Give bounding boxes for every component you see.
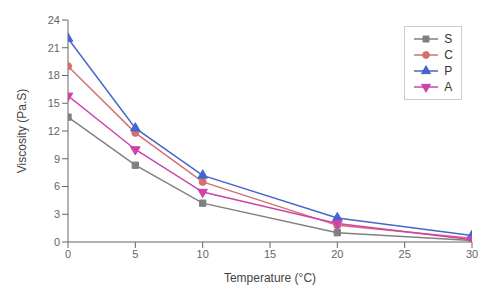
svg-text:15: 15 <box>48 97 60 109</box>
svg-text:18: 18 <box>48 69 60 81</box>
html-text:A: A <box>444 80 453 94</box>
html-text:S: S <box>444 32 453 46</box>
svg-text:12: 12 <box>48 125 60 137</box>
html-text:P: P <box>444 64 453 78</box>
svg-text:20: 20 <box>331 248 343 260</box>
svg-text:9: 9 <box>54 153 60 165</box>
svg-text:21: 21 <box>48 42 60 54</box>
svg-text:5: 5 <box>132 248 138 260</box>
svg-text:Temperature (°C): Temperature (°C) <box>224 271 316 285</box>
html-text:C: C <box>444 48 453 62</box>
svg-text:Viscosity (Pa.S): Viscosity (Pa.S) <box>15 89 29 173</box>
svg-text:0: 0 <box>65 248 71 260</box>
svg-text:10: 10 <box>197 248 209 260</box>
svg-text:15: 15 <box>264 248 276 260</box>
svg-text:24: 24 <box>48 14 60 26</box>
svg-text:6: 6 <box>54 180 60 192</box>
svg-text:0: 0 <box>54 236 60 248</box>
svg-text:25: 25 <box>399 248 411 260</box>
svg-text:30: 30 <box>466 248 478 260</box>
svg-text:3: 3 <box>54 208 60 220</box>
